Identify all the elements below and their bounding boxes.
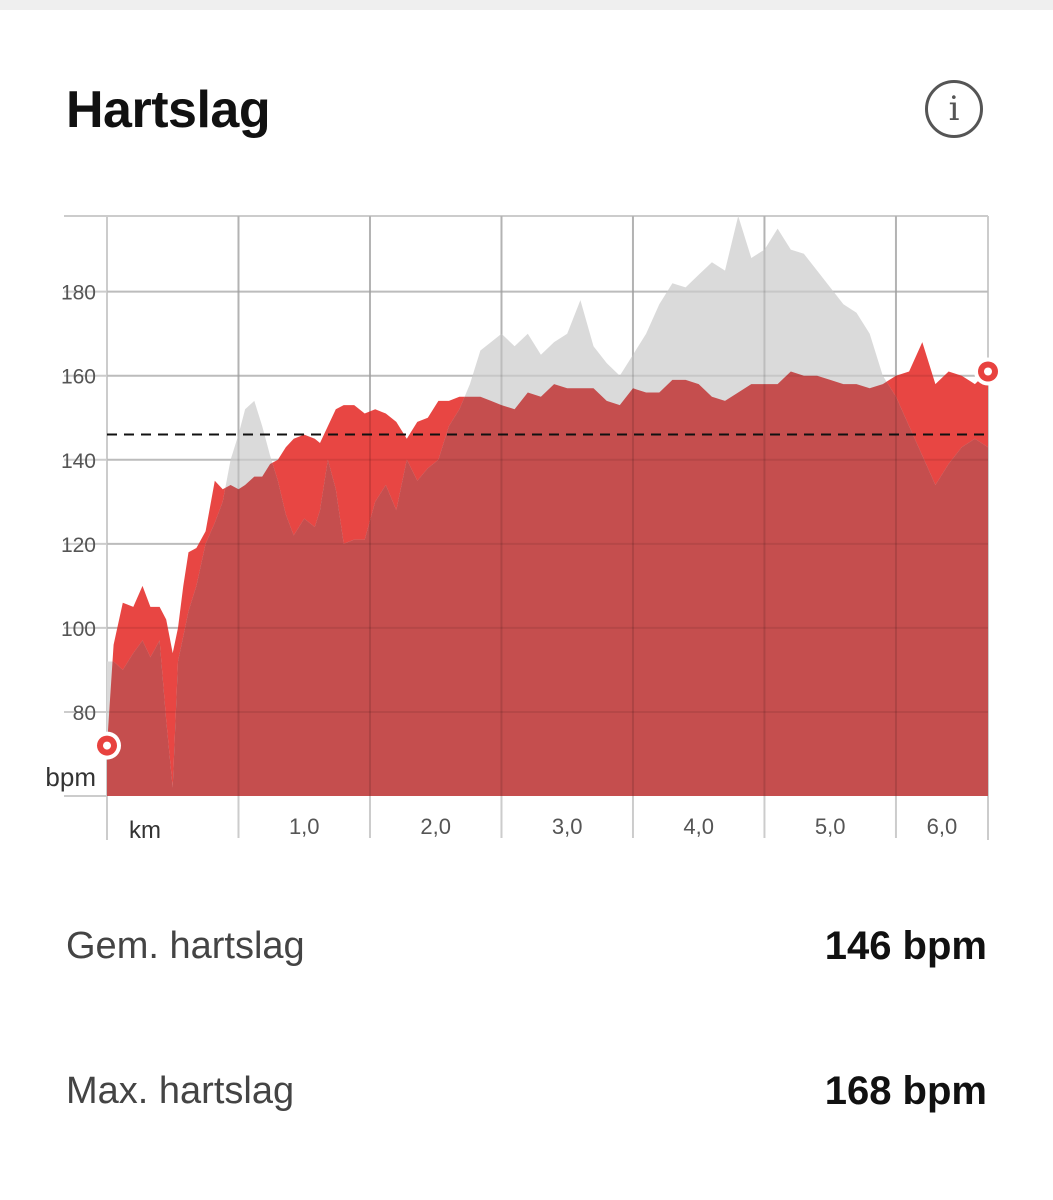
x-tick-label: 1,0 — [289, 814, 320, 839]
x-tick-label: 6,0 — [927, 814, 958, 839]
y-tick-label: 160 — [61, 366, 96, 389]
page-title: Hartslag — [66, 81, 271, 139]
y-tick-label: 140 — [61, 450, 96, 473]
max-heart-rate-label: Max. hartslag — [66, 1070, 295, 1112]
x-axis-label: km — [129, 817, 161, 844]
heart-rate-chart: 80 100 120 140 160 180 bpm km 1,0 2,0 3,0 4,0 5,0 6,0 — [45, 215, 998, 844]
y-tick-label: 100 — [61, 618, 96, 641]
avg-heart-rate-value: 146 bpm — [824, 924, 987, 968]
y-tick-label: 120 — [61, 534, 96, 557]
start-marker-dot — [103, 741, 111, 750]
avg-heart-rate-label: Gem. hartslag — [66, 925, 305, 967]
y-tick-label: 180 — [61, 282, 96, 305]
info-icon[interactable]: i — [925, 80, 983, 138]
y-tick-label: 80 — [73, 702, 96, 725]
status-strip — [0, 0, 1053, 10]
x-tick-label: 5,0 — [815, 814, 846, 839]
x-tick-label: 2,0 — [420, 814, 451, 839]
x-tick-label: 4,0 — [683, 814, 714, 839]
end-marker-dot — [984, 367, 992, 376]
max-heart-rate-value: 168 bpm — [824, 1069, 987, 1113]
y-axis-label: bpm — [45, 762, 96, 792]
x-tick-label: 3,0 — [552, 814, 583, 839]
